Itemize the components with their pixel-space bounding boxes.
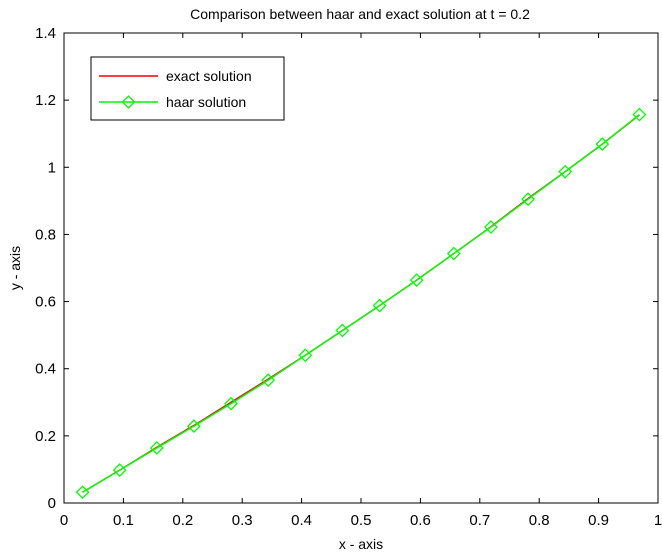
x-tick-label: 0.6 [410, 512, 431, 529]
legend-marker-haar-solution [121, 95, 136, 109]
x-tick-label: 0.7 [469, 512, 490, 529]
x-axis-label: x - axis [339, 536, 383, 552]
x-tick-label: 0.9 [588, 512, 609, 529]
series-point-haar-solution [112, 463, 127, 478]
x-tick-label: 0 [60, 512, 68, 529]
y-tick-label: 0.4 [35, 361, 56, 378]
series-point-haar-solution [224, 396, 238, 411]
x-tick-label: 0.4 [291, 512, 312, 529]
x-tick-label: 1 [654, 512, 662, 529]
y-tick-label: 0.2 [35, 428, 56, 445]
x-tick-label: 0.3 [232, 512, 253, 529]
x-tick-label: 0.8 [529, 512, 550, 529]
y-tick-label: 1 [48, 159, 56, 176]
y-tick-label: 0.6 [35, 294, 56, 311]
series-point-haar-solution [409, 273, 424, 288]
series-point-haar-solution [149, 441, 164, 455]
y-tick-label: 1.2 [35, 92, 56, 109]
series-point-haar-solution [521, 192, 535, 207]
series-point-haar-solution [335, 323, 350, 338]
series-point-haar-solution [298, 348, 313, 363]
x-tick-label: 0.2 [172, 512, 193, 529]
x-tick-label: 0.5 [351, 512, 372, 529]
legend-label-haar-solution: haar solution [166, 94, 246, 110]
series-layer [75, 107, 647, 500]
legend-label-exact-solution: exact solution [166, 68, 252, 84]
series-point-haar-solution [446, 246, 461, 261]
series-point-haar-solution [261, 373, 276, 388]
y-axis-label: y - axis [7, 246, 23, 290]
axis-ticks: 0 0.1 0.2 0.3 0.4 0.5 0.6 0.7 0.8 0.9 1 0 0.2 0.4 0.6 0… [35, 25, 662, 529]
legend: exact solution haar solution [90, 56, 285, 121]
series-point-haar-solution [484, 220, 498, 234]
y-tick-label: 0 [48, 495, 56, 512]
legend-box [90, 56, 285, 121]
series-point-haar-solution [372, 298, 387, 313]
series-point-haar-solution [187, 419, 201, 434]
series-point-haar-solution [632, 107, 647, 122]
series-line-haar-solution [82, 113, 640, 493]
series-point-haar-solution [595, 137, 610, 152]
y-tick-label: 1.4 [35, 25, 56, 42]
series-point-haar-solution [558, 164, 573, 179]
x-tick-label: 0.1 [113, 512, 134, 529]
y-tick-label: 0.8 [35, 226, 56, 243]
series-point-haar-solution [75, 485, 90, 500]
chart-title: Comparison between haar and exact soluti… [190, 6, 530, 22]
